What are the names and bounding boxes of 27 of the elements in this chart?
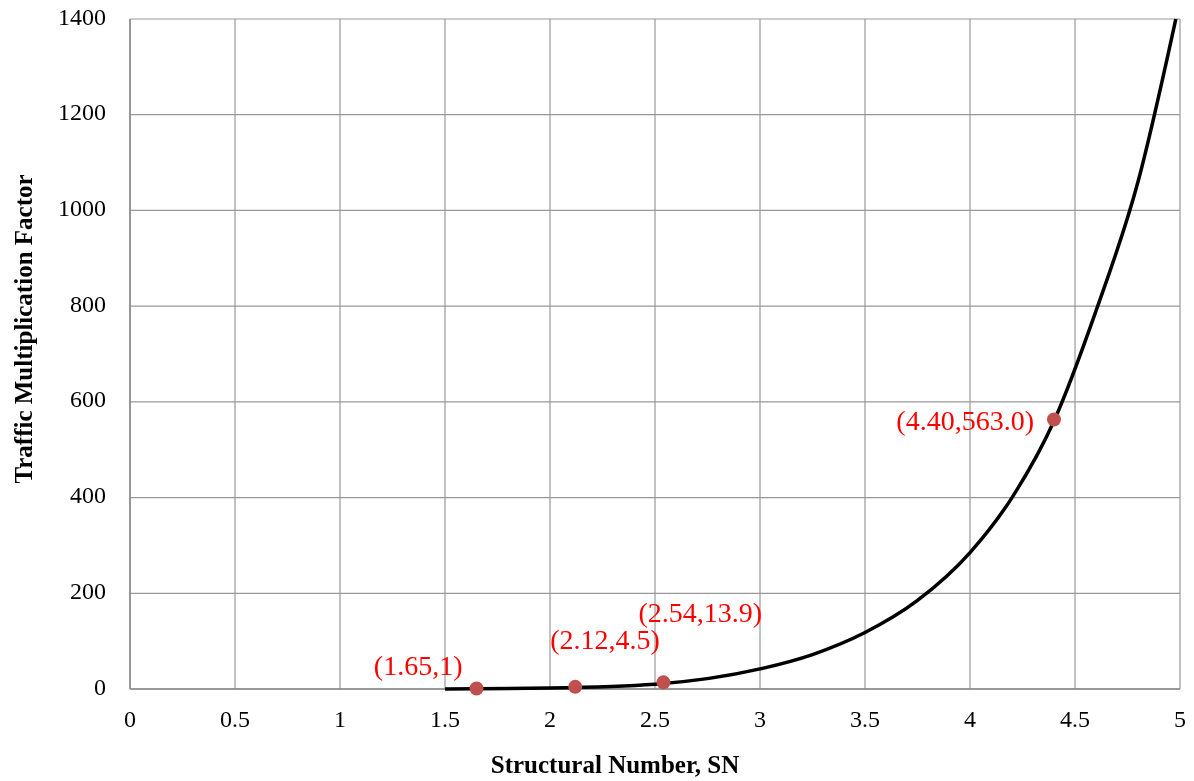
x-tick-label: 2.5: [640, 706, 670, 732]
y-tick-label: 0: [94, 673, 106, 700]
y-tick-label: 800: [70, 290, 106, 317]
data-label: (1.65,1): [373, 649, 463, 681]
y-tick-label: 600: [70, 386, 106, 413]
x-tick-label: 2: [544, 706, 556, 732]
x-tick-label: 1.5: [430, 706, 460, 732]
y-tick-label: 1400: [58, 3, 106, 30]
x-axis-title: Structural Number, SN: [490, 751, 740, 778]
x-tick-label: 5: [1174, 706, 1186, 732]
x-tick-label: 4.5: [1060, 706, 1090, 732]
x-tick-label: 3: [754, 706, 766, 732]
x-tick-label: 4: [964, 706, 976, 732]
point: [568, 679, 583, 694]
y-tick-label: 1000: [58, 194, 106, 221]
y-tick-label: 1200: [58, 99, 106, 126]
x-tick-label: 0: [124, 706, 136, 732]
x-tick-label: 3.5: [850, 706, 880, 732]
y-axis-title: Traffic Multiplication Factor: [10, 174, 37, 484]
point: [1047, 412, 1061, 427]
y-tick-label: 400: [70, 482, 106, 509]
point: [656, 675, 671, 690]
point: [469, 681, 484, 696]
y-tick-label: 200: [70, 577, 106, 604]
x-tick-label: 1: [334, 706, 346, 732]
x-tick-label: 0.5: [220, 706, 250, 732]
data-label: (4.40,563.0): [896, 404, 1034, 436]
